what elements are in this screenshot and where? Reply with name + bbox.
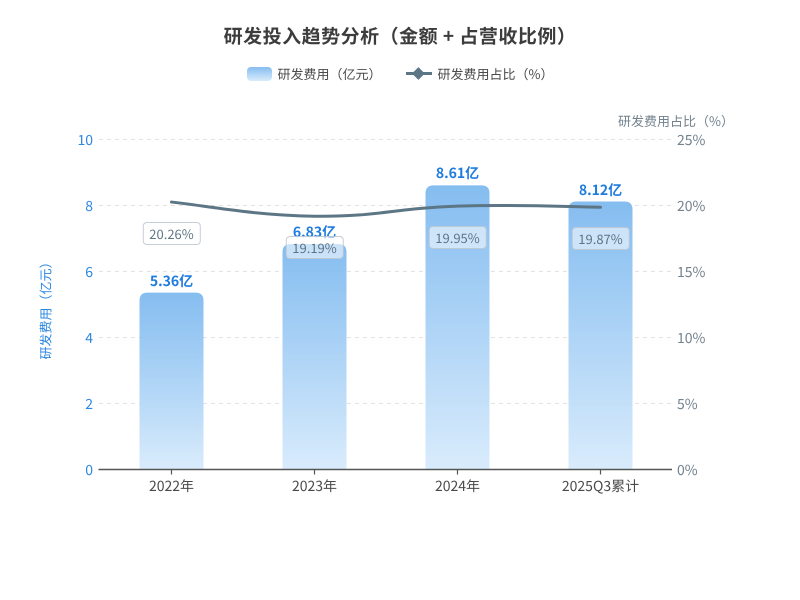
x-axis-label-2025Q3累计[interactable]: 2025Q3累计 [561, 475, 640, 496]
bar-value-label-2023年: 6.83亿 [292, 222, 337, 243]
pct-label-2024年: 19.95% [428, 226, 487, 250]
legend: 研发费用（亿元） 研发费用占比（%） [0, 64, 800, 83]
left-axis-title: 研发费用（亿元） [35, 255, 55, 360]
legend-item-bar-series[interactable]: 研发费用（亿元） [246, 64, 382, 83]
chart-title: 研发投入趋势分析（金额 + 占营收比例） [223, 22, 577, 49]
left-axis-tick-8: 8 [85, 195, 93, 216]
left-axis-tick-6: 6 [85, 261, 93, 282]
right-axis-tick-20%: 20% [677, 195, 706, 216]
line-series-marker-icon [405, 67, 432, 81]
bar-series-legend-label: 研发费用（亿元） [277, 64, 382, 83]
bar-value-label-2024年: 8.61亿 [435, 163, 480, 184]
x-axis-label-2022年[interactable]: 2022年 [148, 475, 195, 496]
right-axis-tick-5%: 5% [677, 393, 698, 414]
left-axis-tick-10: 10 [77, 129, 93, 150]
bar-series-swatch-icon [246, 66, 272, 81]
right-axis-title: 研发费用占比（%） [618, 110, 734, 130]
pct-label-2025Q3累计: 19.87% [571, 227, 630, 251]
legend-diamond-icon [412, 67, 425, 80]
bar-2025Q3累计[interactable] [568, 201, 633, 470]
x-axis-label-2024年[interactable]: 2024年 [434, 475, 481, 496]
left-axis-tick-0: 0 [85, 459, 93, 480]
bar-value-label-2022年: 5.36亿 [149, 270, 194, 291]
right-axis-tick-15%: 15% [677, 261, 706, 282]
pct-label-2023年: 19.19% [285, 236, 344, 260]
bar-2024年[interactable] [425, 185, 490, 470]
legend-item-line-series[interactable]: 研发费用占比（%） [405, 64, 554, 83]
bar-2023年[interactable] [282, 244, 347, 470]
right-axis-tick-10%: 10% [677, 327, 706, 348]
line-series-legend-label: 研发费用占比（%） [437, 64, 554, 83]
left-axis-tick-2: 2 [85, 393, 93, 414]
bar-value-label-2025Q3累计: 8.12亿 [578, 179, 623, 200]
right-axis-tick-25%: 25% [677, 129, 706, 150]
right-axis-tick-0%: 0% [677, 459, 698, 480]
pct-label-2022年: 20.26% [142, 222, 201, 246]
pct-line[interactable] [170, 200, 602, 218]
x-axis-label-2023年[interactable]: 2023年 [291, 475, 338, 496]
bar-2022年[interactable] [139, 292, 204, 470]
left-axis-tick-4: 4 [85, 327, 93, 348]
